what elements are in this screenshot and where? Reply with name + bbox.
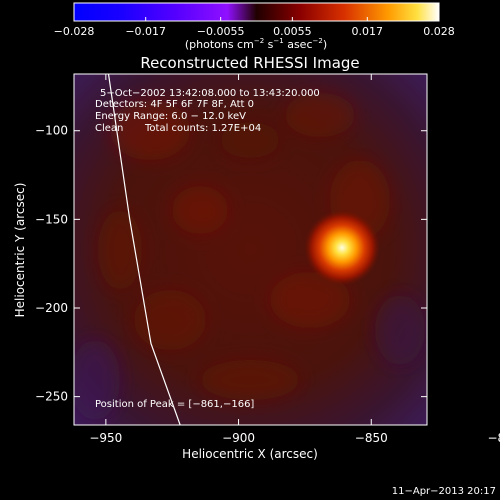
time-range-text: 5−Oct−2002 13:42:08.000 to 13:43:20.000 bbox=[100, 88, 320, 99]
colorbar-tick-label: −0.0055 bbox=[197, 25, 245, 38]
x-axis-ticks: −950 −900 −850 −800 bbox=[89, 74, 500, 445]
y-axis-label: Heliocentric Y (arcsec) bbox=[13, 183, 27, 318]
x-tick-label: −850 bbox=[355, 431, 388, 445]
x-tick-label: −900 bbox=[222, 431, 255, 445]
peak-position-text: Position of Peak = [−861,−166] bbox=[95, 399, 254, 410]
image-area bbox=[74, 74, 427, 425]
footer-date: 11−Apr−2013 20:17 bbox=[392, 486, 496, 497]
x-tick-label: −950 bbox=[89, 431, 122, 445]
colorbar-tick-label: 0.017 bbox=[352, 25, 384, 38]
x-axis-label: Heliocentric X (arcsec) bbox=[182, 447, 318, 461]
colorbar-frame bbox=[73, 2, 440, 22]
plot-frame bbox=[73, 73, 428, 426]
y-tick-label: −150 bbox=[35, 212, 68, 226]
colorbar-tick-label: 0.028 bbox=[423, 25, 455, 38]
y-axis-ticks: −100 −150 −200 −250 bbox=[35, 124, 427, 404]
flare-source-peak bbox=[304, 209, 381, 286]
colorbar-ticks: −0.028 −0.017 −0.0055 0.0055 0.017 0.028 bbox=[54, 17, 455, 38]
solar-limb-line bbox=[107, 74, 181, 425]
colorbar-tick-label: 0.0055 bbox=[273, 25, 312, 38]
colorbar bbox=[74, 3, 439, 21]
detectors-text: Detectors: 4F 5F 6F 7F 8F, Att 0 bbox=[95, 99, 254, 110]
x-tick-label: −800 bbox=[487, 431, 500, 445]
y-tick-label: −200 bbox=[35, 301, 68, 315]
image-mottle bbox=[74, 93, 425, 420]
colorbar-unit-label: (photons cm−2 s−1 asec−2) bbox=[185, 37, 327, 51]
chart-title: Reconstructed RHESSI Image bbox=[140, 54, 359, 72]
method-text: Clean bbox=[95, 123, 123, 134]
colorbar-tick-label: −0.017 bbox=[125, 25, 166, 38]
total-counts-text: Total counts: 1.27E+04 bbox=[144, 123, 261, 134]
colorbar-tick-label: −0.028 bbox=[54, 25, 95, 38]
y-tick-label: −100 bbox=[35, 124, 68, 138]
energy-range-text: Energy Range: 6.0 − 12.0 keV bbox=[95, 111, 246, 122]
y-tick-label: −250 bbox=[35, 390, 68, 404]
